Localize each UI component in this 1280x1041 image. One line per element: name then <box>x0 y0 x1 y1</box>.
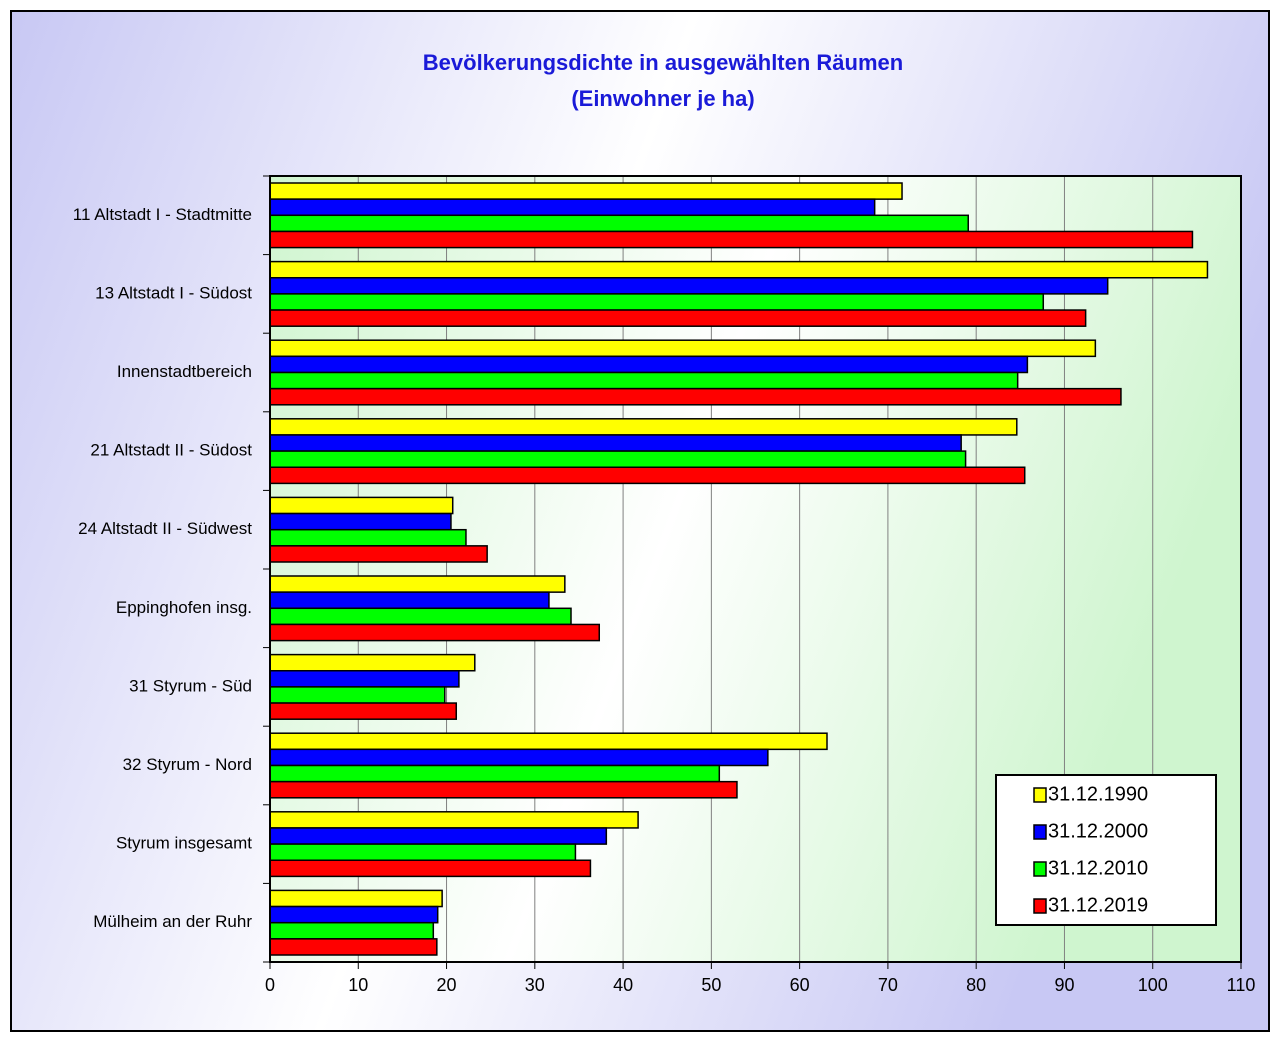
x-tick-label: 110 <box>1227 975 1256 995</box>
bar <box>269 466 1026 485</box>
bar <box>269 623 601 642</box>
bar <box>269 938 438 956</box>
bar <box>269 418 1018 436</box>
legend-label: 31.12.2000 <box>1048 820 1148 842</box>
bar <box>269 905 439 924</box>
x-tick-label: 20 <box>437 975 457 995</box>
bar <box>269 387 1122 406</box>
legend <box>995 774 1217 926</box>
legend-label: 31.12.2019 <box>1048 894 1148 916</box>
bar <box>269 339 1097 358</box>
y-tick-label: 21 Altstadt II - Südost <box>90 441 252 460</box>
legend-label: 31.12.1990 <box>1048 783 1148 805</box>
bar <box>269 198 876 217</box>
bar <box>269 732 828 751</box>
bar <box>269 371 1019 390</box>
y-tick-label: Innenstadtbereich <box>117 362 252 381</box>
bar <box>269 591 550 610</box>
legend-swatch <box>1033 824 1047 840</box>
legend-label: 31.12.2010 <box>1048 857 1148 879</box>
bar <box>269 355 1029 374</box>
y-tick-label: 32 Styrum - Nord <box>123 755 252 774</box>
bar <box>269 575 566 593</box>
bar <box>269 702 458 720</box>
x-tick-label: 30 <box>525 975 545 995</box>
x-tick-label: 60 <box>790 975 810 995</box>
bar <box>269 434 962 452</box>
bar <box>269 260 1209 279</box>
bar <box>269 653 476 672</box>
bar <box>269 277 1109 295</box>
bar <box>269 496 454 515</box>
y-tick-label: 31 Styrum - Süd <box>129 676 252 695</box>
chart-title: Bevölkerungsdichte in ausgewählten Räume… <box>423 50 903 75</box>
y-tick-label: 11 Altstadt I - Stadtmitte <box>73 205 252 224</box>
bar <box>269 293 1045 311</box>
bar <box>269 545 488 563</box>
bar <box>269 748 769 767</box>
bar <box>269 686 446 704</box>
x-tick-label: 80 <box>966 975 986 995</box>
bar <box>269 182 903 200</box>
legend-swatch <box>1033 787 1047 803</box>
chart-subtitle: (Einwohner je ha) <box>571 86 754 111</box>
legend-swatch <box>1033 861 1047 877</box>
legend-swatch <box>1033 898 1047 914</box>
y-tick-label: Mülheim an der Ruhr <box>93 912 252 931</box>
bar <box>269 889 443 908</box>
x-tick-label: 90 <box>1054 975 1074 995</box>
bar <box>269 780 738 799</box>
bar <box>269 764 721 783</box>
bar <box>269 827 608 845</box>
x-tick-label: 100 <box>1138 975 1168 995</box>
bar <box>269 607 572 626</box>
y-tick-label: 13 Altstadt I - Südost <box>95 283 252 302</box>
bar <box>269 230 1194 249</box>
x-tick-label: 10 <box>348 975 368 995</box>
x-tick-label: 0 <box>265 975 275 995</box>
x-tick-label: 70 <box>878 975 898 995</box>
bar <box>269 450 967 469</box>
bar <box>269 843 577 861</box>
y-tick-label: Eppinghofen insg. <box>116 598 252 617</box>
y-tick-label: Styrum insgesamt <box>116 834 252 853</box>
bar <box>269 670 460 688</box>
y-tick-label: 24 Altstadt II - Südwest <box>78 519 252 538</box>
bar <box>269 859 592 878</box>
bar <box>269 512 452 531</box>
x-tick-label: 40 <box>613 975 633 995</box>
x-tick-label: 50 <box>701 975 721 995</box>
bar <box>269 921 435 940</box>
bar <box>269 309 1087 327</box>
bar <box>269 811 639 829</box>
bar <box>269 214 969 233</box>
bar <box>269 528 467 547</box>
plot-border <box>269 175 1242 963</box>
